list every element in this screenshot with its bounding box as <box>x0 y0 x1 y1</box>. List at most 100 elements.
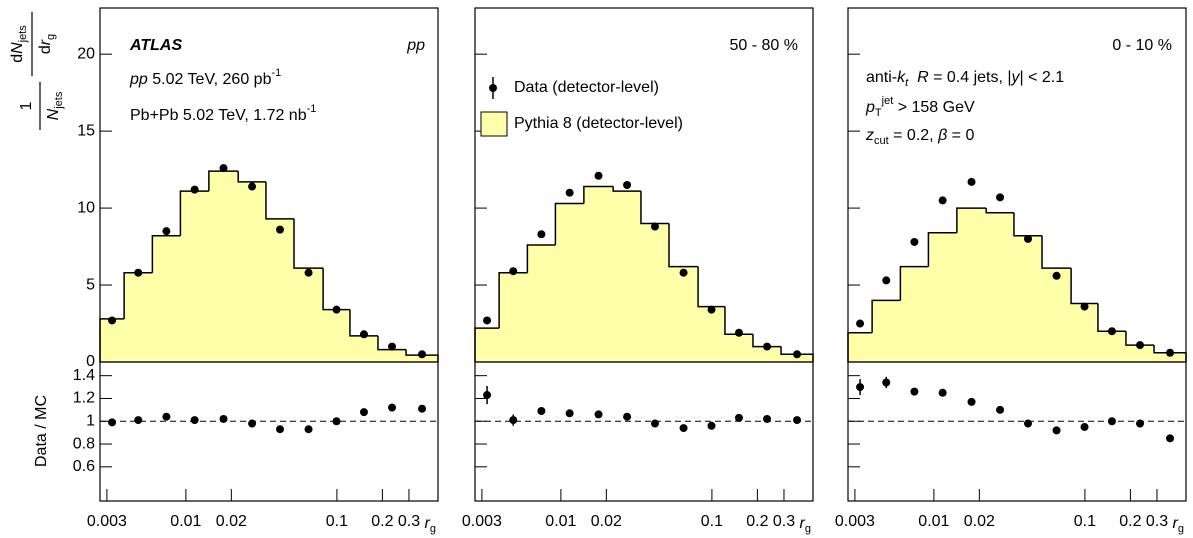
data-point <box>388 342 397 351</box>
histogram-bar <box>323 309 350 362</box>
x-tick-label: 0.003 <box>835 513 875 530</box>
histogram-bar <box>265 218 295 362</box>
histogram-outline <box>956 207 987 233</box>
x-tick-label: 0.01 <box>918 513 949 530</box>
y-tick-label: 1 <box>86 412 95 429</box>
text-segment: r <box>425 515 431 532</box>
histogram-outline <box>1041 235 1072 269</box>
data-point <box>882 378 891 387</box>
annotation: Pb+Pb 5.02 TeV, 1.72 nb-1 <box>130 103 316 124</box>
text-segment: p <box>865 99 875 116</box>
x-tick-label: 0.3 <box>398 513 420 530</box>
data-point <box>483 391 492 400</box>
text-segment: 50 - 80 % <box>730 37 798 54</box>
text-segment: g <box>1178 523 1184 535</box>
data-point <box>967 397 976 406</box>
histogram-bar <box>900 266 929 362</box>
data-point <box>134 268 143 277</box>
histogram-outline <box>151 235 181 273</box>
data-point <box>483 316 492 325</box>
data-point <box>594 171 603 180</box>
data-point <box>1107 327 1116 336</box>
data-point <box>1166 434 1175 443</box>
x-axis-label: rg <box>800 515 811 535</box>
text-segment: 5.02 TeV, 260 pb <box>148 71 272 88</box>
histogram-outline <box>612 186 641 192</box>
histogram-outline <box>1097 303 1126 332</box>
histogram-bar <box>1042 268 1072 362</box>
data-point <box>734 328 743 337</box>
text-segment: R <box>917 69 929 86</box>
data-point <box>190 416 199 425</box>
data-point <box>248 182 257 191</box>
x-tick-label: 0.1 <box>326 513 348 530</box>
legend-point <box>489 84 497 92</box>
histogram-outline <box>123 271 153 319</box>
histogram-bar <box>475 328 500 362</box>
text-segment: | < 2.1 <box>1020 69 1065 86</box>
plot-frame <box>474 361 814 502</box>
histogram-outline <box>899 265 929 301</box>
data-point <box>108 316 117 325</box>
annotation: anti-kt R = 0.4 jets, |y| < 2.1 <box>866 69 1064 89</box>
data-point <box>650 419 659 428</box>
x-tick-label: 0.3 <box>1146 513 1168 530</box>
histogram-bar <box>208 171 239 362</box>
text-segment: ATLAS <box>129 37 182 54</box>
y-label-part: 1 <box>18 101 35 110</box>
x-tick-label: 0.02 <box>216 513 247 530</box>
legend-label: Data (detector-level) <box>514 79 659 96</box>
data-point <box>707 305 716 314</box>
histogram-outline <box>554 202 584 246</box>
y-tick-label: 1.4 <box>73 367 95 384</box>
data-point <box>650 222 659 231</box>
text-segment: g <box>45 34 57 40</box>
histogram-outline <box>752 334 782 348</box>
annotation: ATLAS <box>129 37 182 54</box>
data-point <box>219 164 228 173</box>
data-point <box>996 193 1005 202</box>
y-label-part: dNjets <box>9 25 29 63</box>
data-point <box>707 421 716 430</box>
text-segment: -1 <box>307 103 317 115</box>
y-axis-label: Data / MC <box>33 395 50 467</box>
x-tick-label: 0.003 <box>87 513 127 530</box>
data-point <box>996 405 1005 414</box>
data-point <box>304 425 313 434</box>
plot-frame <box>99 361 439 502</box>
x-tick-label: 0.3 <box>773 513 795 530</box>
y-label-part: drg <box>37 34 57 54</box>
data-point <box>219 414 228 423</box>
histogram-bar <box>583 186 614 362</box>
y-label-part: Njets <box>45 91 65 120</box>
histogram-outline <box>871 299 901 333</box>
text-segment: N <box>45 108 62 120</box>
data-point <box>1052 426 1061 435</box>
histogram-bar <box>294 268 324 362</box>
histogram-outline <box>349 309 378 337</box>
x-tick-label: 0.1 <box>701 513 723 530</box>
data-point <box>1023 419 1032 428</box>
x-tick-label: 0.2 <box>1119 513 1141 530</box>
text-segment: = 0.2, <box>889 127 938 144</box>
annotation: pTjet > 158 GeV <box>865 95 975 119</box>
y-tick-label: 0.8 <box>73 435 95 452</box>
histogram-bar <box>956 208 987 362</box>
data-point <box>332 417 341 426</box>
histogram-bar <box>613 191 641 362</box>
text-segment: 1 <box>18 101 35 110</box>
histogram-bar <box>349 335 378 362</box>
data-point <box>594 410 603 419</box>
text-segment: Pb+Pb 5.02 TeV, 1.72 nb <box>130 107 307 124</box>
data-point <box>856 383 865 392</box>
data-point <box>359 330 368 339</box>
data-point <box>162 412 171 421</box>
histogram-outline <box>724 306 753 336</box>
text-segment: pp <box>129 71 148 88</box>
histogram-bar <box>238 181 266 362</box>
histogram-bar <box>1125 345 1155 362</box>
data-point <box>938 196 947 205</box>
x-tick-label: 0.1 <box>1074 513 1096 530</box>
text-segment: d <box>9 54 26 63</box>
